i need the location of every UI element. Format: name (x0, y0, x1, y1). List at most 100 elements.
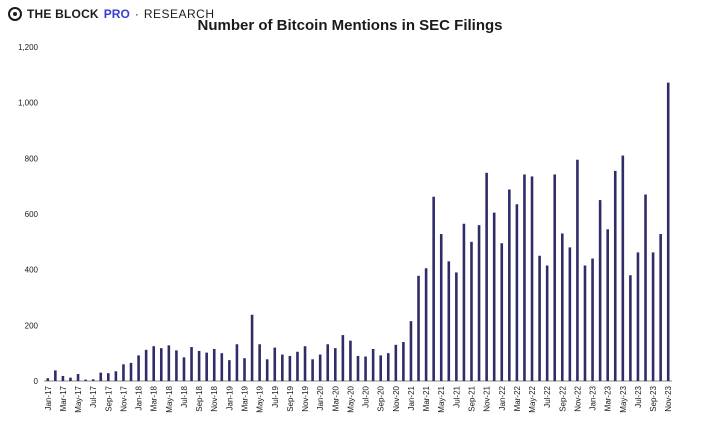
bar (553, 174, 557, 381)
x-tick-label: Mar-17 (59, 385, 68, 411)
bar (447, 261, 451, 381)
bar (303, 346, 307, 381)
bar (129, 362, 133, 381)
bar (508, 189, 511, 381)
brand-name: THE BLOCK (27, 7, 99, 21)
bar (122, 364, 125, 381)
x-tick-label: Jul-17 (89, 385, 98, 407)
x-tick-label: Mar-18 (150, 385, 159, 411)
x-tick-label: Mar-23 (604, 385, 613, 411)
bar (212, 348, 216, 381)
bar (545, 265, 549, 381)
bar (591, 258, 594, 381)
bar (326, 344, 330, 381)
x-tick-label: Nov-22 (573, 385, 582, 411)
bar (394, 344, 398, 381)
bar (613, 170, 617, 381)
bar (99, 372, 103, 381)
bar (659, 234, 662, 381)
bar (114, 371, 118, 381)
x-tick-label: Sep-17 (104, 385, 113, 411)
bar (500, 243, 504, 381)
x-tick-label: May-17 (74, 385, 83, 412)
bar (296, 351, 299, 381)
x-tick-label: Jul-18 (180, 385, 189, 407)
bar (175, 350, 178, 381)
bar (258, 344, 261, 381)
bar (386, 353, 390, 381)
x-tick-label: May-23 (619, 385, 628, 412)
bar (583, 265, 587, 381)
bar (182, 357, 186, 381)
x-tick-label: Sep-20 (377, 385, 386, 411)
bar (439, 234, 443, 381)
x-tick-label: May-20 (346, 385, 355, 412)
bar (334, 348, 337, 381)
y-tick-label: 200 (25, 321, 39, 330)
bar (470, 241, 473, 381)
bar (477, 225, 481, 381)
bar (515, 204, 519, 381)
x-tick-label: Jan-22 (498, 385, 507, 410)
brand-logo: THE BLOCK PRO · RESEARCH (8, 7, 215, 21)
bar (523, 174, 526, 381)
x-tick-label: Nov-19 (301, 385, 310, 411)
x-tick-label: Nov-23 (664, 385, 673, 411)
x-tick-label: May-21 (437, 385, 446, 412)
bar (235, 344, 239, 381)
bar (61, 375, 65, 381)
brand-pro: PRO (103, 7, 130, 21)
bar (250, 314, 254, 381)
x-tick-label: Jul-20 (362, 385, 371, 407)
brand-separator: · (134, 7, 139, 21)
bar (364, 356, 367, 381)
bar (424, 268, 428, 381)
x-tick-label: Jul-19 (271, 385, 280, 407)
x-tick-label: Nov-21 (483, 385, 492, 411)
x-tick-label: Jul-21 (452, 385, 461, 407)
bar (651, 252, 655, 381)
x-tick-label: Sep-18 (195, 385, 204, 411)
bar (167, 345, 171, 381)
bar (311, 359, 314, 381)
bar (568, 247, 572, 381)
bar (205, 352, 208, 381)
bar (462, 223, 466, 381)
x-tick-label: Nov-17 (119, 385, 128, 411)
bar (46, 378, 50, 381)
bar (91, 379, 95, 381)
x-tick-label: May-22 (528, 385, 537, 412)
bar (76, 374, 80, 381)
x-tick-label: Sep-21 (467, 385, 476, 411)
bar (152, 346, 156, 381)
x-tick-label: Jan-23 (589, 385, 598, 410)
bar (318, 354, 322, 381)
bar (455, 272, 458, 381)
y-tick-label: 1,200 (18, 43, 39, 52)
bar (371, 348, 375, 381)
x-tick-label: May-18 (165, 385, 174, 412)
x-tick-label: Jan-20 (316, 385, 325, 410)
bar (621, 155, 625, 381)
x-tick-label: Jul-22 (543, 385, 552, 407)
bar (560, 233, 564, 381)
bar (243, 358, 246, 381)
bar (107, 373, 110, 381)
bar (538, 255, 541, 381)
bar (636, 252, 640, 381)
x-tick-label: Mar-20 (331, 385, 340, 411)
bar (606, 229, 609, 381)
bar (402, 342, 405, 381)
bar (137, 355, 140, 381)
x-tick-label: Mar-22 (513, 385, 522, 411)
x-tick-label: May-19 (256, 385, 265, 412)
chart-title: Number of Bitcoin Mentions in SEC Filing… (197, 17, 503, 34)
y-tick-label: 800 (25, 154, 39, 163)
bar (629, 275, 632, 381)
y-tick-label: 0 (34, 377, 39, 386)
bar (417, 275, 420, 381)
bar (576, 159, 579, 381)
x-tick-label: Mar-21 (422, 385, 431, 411)
y-tick-label: 400 (25, 266, 39, 275)
